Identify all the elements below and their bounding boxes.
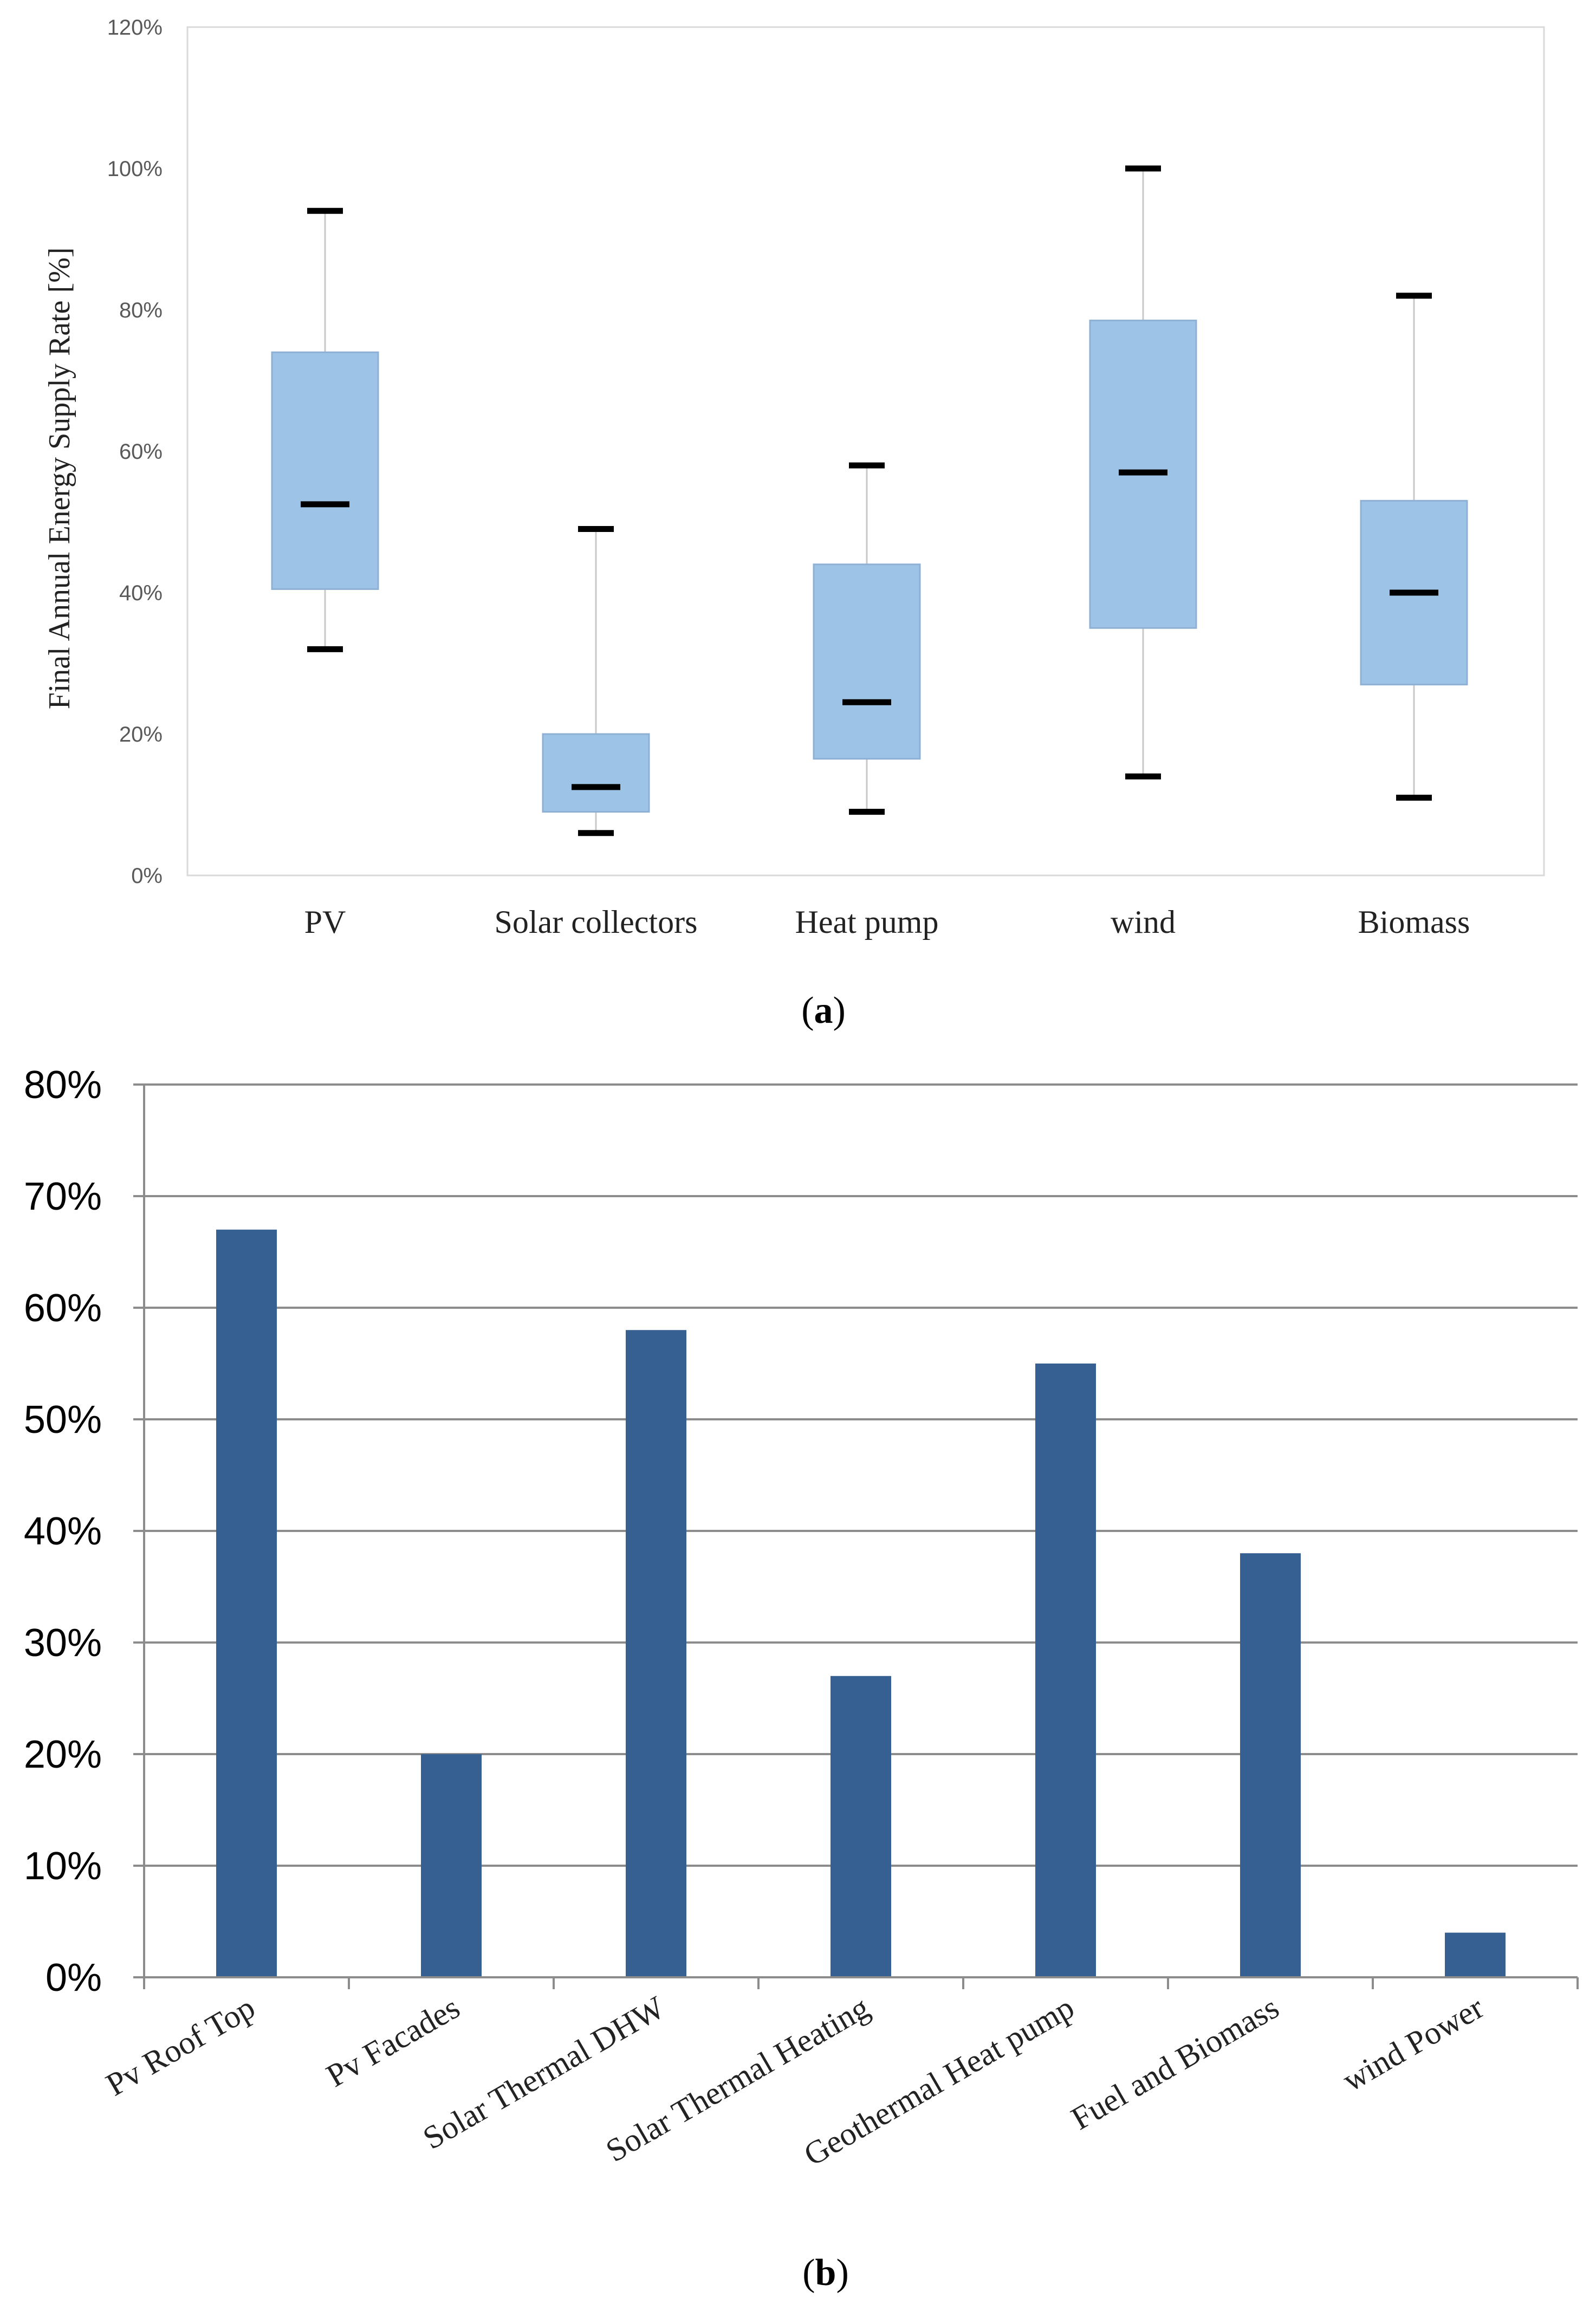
- bar: [421, 1754, 482, 1977]
- box-4: [1089, 165, 1197, 780]
- category-label: Biomass: [1358, 904, 1470, 940]
- caption-b-open: (: [802, 2252, 815, 2294]
- caption-a-letter: a: [814, 990, 833, 1031]
- y-axis-label: Final Annual Energy Supply Rate [%]: [43, 248, 76, 710]
- y-tick-label: 20%: [119, 723, 163, 746]
- bar: [216, 1229, 277, 1977]
- x-axis-tick-marks: [143, 1977, 1579, 1989]
- caption-b-close: ): [836, 2252, 848, 2294]
- bar: [831, 1676, 891, 1977]
- category-label: Heat pump: [795, 904, 939, 940]
- iqr-box: [542, 733, 650, 813]
- caption-b-letter: b: [815, 2252, 836, 2294]
- box-3: [813, 462, 921, 815]
- y-tick-label: 50%: [24, 1398, 102, 1442]
- box-5: [1360, 293, 1468, 801]
- category-label: PV: [304, 904, 346, 940]
- category-label: wind: [1111, 904, 1176, 940]
- y-axis-ticks: 0% 20% 40% 60% 80% 100% 120%: [107, 16, 163, 888]
- category-label: Pv Roof Top: [100, 1989, 261, 2103]
- y-tick-label: 40%: [24, 1510, 102, 1553]
- y-tick-label: 100%: [107, 157, 163, 181]
- y-tick-label: 60%: [24, 1287, 102, 1330]
- bar: [1035, 1364, 1096, 1977]
- y-tick-label: 10%: [24, 1845, 102, 1888]
- y-tick-label: 80%: [24, 1063, 102, 1107]
- y-tick-label: 40%: [119, 581, 163, 605]
- y-tick-label: 60%: [119, 440, 163, 464]
- box-series: [271, 165, 1468, 836]
- category-label: wind Power: [1337, 1989, 1490, 2098]
- caption-a: (a): [801, 990, 846, 1031]
- bar: [1445, 1932, 1506, 1977]
- bar: [1240, 1553, 1301, 1977]
- y-tick-label: 120%: [107, 16, 163, 40]
- category-label: Fuel and Biomass: [1065, 1989, 1284, 2137]
- y-tick-label: 70%: [24, 1175, 102, 1218]
- y-tick-label: 80%: [119, 298, 163, 322]
- y-tick-label: 20%: [24, 1733, 102, 1776]
- bar-series: [216, 1229, 1506, 1977]
- bar: [626, 1330, 686, 1977]
- iqr-box: [813, 563, 921, 760]
- caption-a-open: (: [801, 990, 814, 1031]
- category-label: Pv Facades: [320, 1989, 465, 2094]
- y-tick-label: 0%: [46, 1956, 102, 2000]
- y-tick-label: 30%: [24, 1621, 102, 1665]
- y-tick-label: 0%: [131, 864, 163, 888]
- bar-chart-panel: 0% 10% 20% 30% 40% 50% 60% 70% 80% Pv Roof Top Pv…: [24, 1063, 1579, 2294]
- box-1: [271, 207, 379, 652]
- gridlines: [144, 1083, 1578, 1867]
- box-2: [542, 526, 650, 836]
- category-label: Solar collectors: [495, 904, 698, 940]
- box-plot-panel: 0% 20% 40% 60% 80% 100% 120% PV Solar collector…: [43, 16, 1545, 1031]
- y-axis-ticks: 0% 10% 20% 30% 40% 50% 60% 70% 80%: [24, 1063, 144, 2000]
- iqr-box: [271, 351, 379, 590]
- caption-b: (b): [802, 2252, 849, 2294]
- caption-a-close: ): [833, 990, 846, 1031]
- x-axis-categories: PV Solar collectors Heat pump wind Biomass: [304, 904, 1470, 940]
